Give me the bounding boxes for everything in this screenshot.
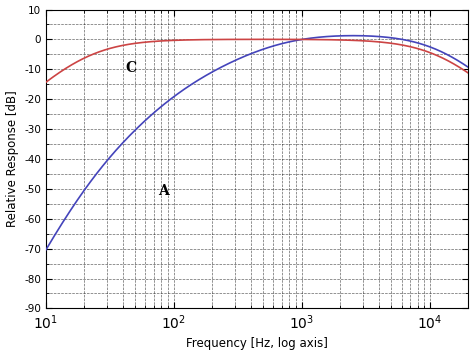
Y-axis label: Relative Response [dB]: Relative Response [dB] — [6, 91, 18, 227]
X-axis label: Frequency [Hz, log axis]: Frequency [Hz, log axis] — [186, 337, 328, 350]
Text: C: C — [126, 61, 137, 75]
Text: A: A — [158, 184, 169, 198]
